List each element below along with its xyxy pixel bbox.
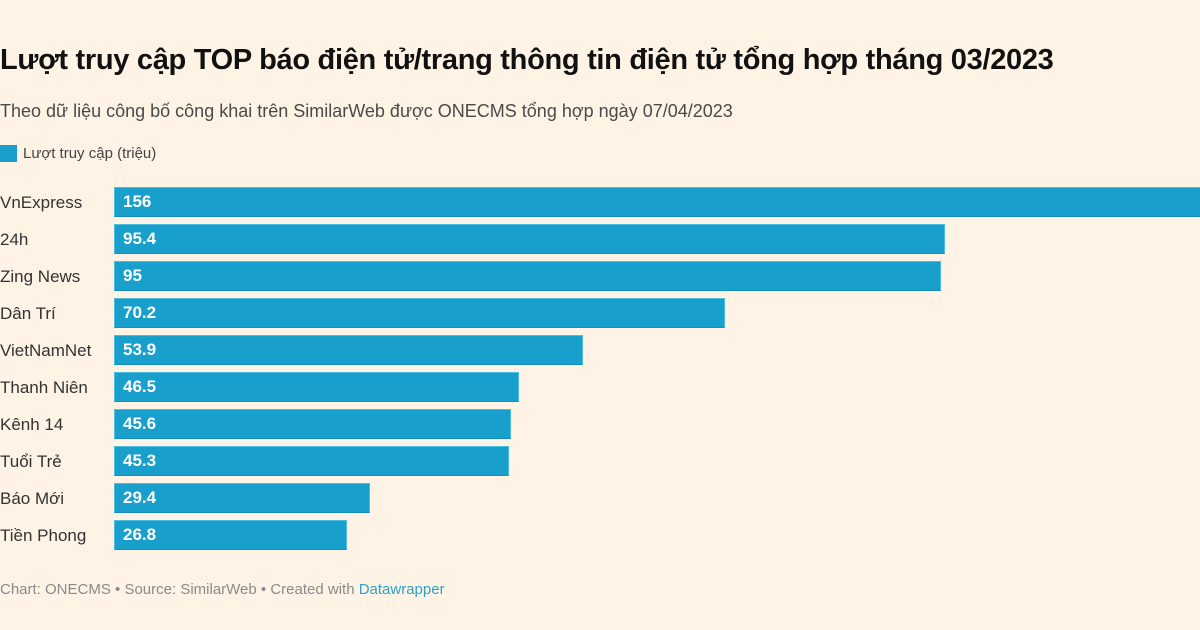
bar: 95 bbox=[114, 261, 942, 291]
chart-credit: Chart: ONECMS bbox=[0, 581, 111, 598]
datawrapper-link[interactable]: Datawrapper bbox=[358, 581, 445, 598]
bar-row: Tuổi Trẻ 45.3 bbox=[0, 446, 1200, 477]
separator: • bbox=[256, 581, 271, 598]
bar-value-label: 95 bbox=[123, 266, 142, 285]
bar-row: VietNamNet 53.9 bbox=[0, 335, 1200, 366]
bar: 45.3 bbox=[114, 446, 509, 476]
bar-category-label: Kênh 14 bbox=[0, 415, 64, 434]
bar-row: 24h 95.4 bbox=[0, 224, 1200, 255]
bar-value-label: 45.3 bbox=[123, 451, 157, 470]
bar-row: Kênh 14 45.6 bbox=[0, 409, 1200, 440]
bar-category-label: VnExpress bbox=[0, 193, 83, 212]
bar-category-label: Tuổi Trẻ bbox=[0, 452, 62, 471]
bar: 29.4 bbox=[114, 483, 371, 513]
bar-value-label: 45.6 bbox=[123, 414, 157, 433]
created-with-text: Created with bbox=[270, 581, 359, 598]
bar-category-label: 24h bbox=[0, 230, 29, 249]
legend: Lượt truy cập (triệu) bbox=[0, 145, 156, 162]
bar-row: Dân Trí 70.2 bbox=[0, 298, 1200, 329]
bar-value-label: 95.4 bbox=[123, 229, 157, 248]
bar: 70.2 bbox=[114, 298, 726, 328]
chart-footer: Chart: ONECMS • Source: SimilarWeb • Cre… bbox=[0, 581, 445, 598]
bar: 26.8 bbox=[114, 520, 348, 550]
bar-row: Thanh Niên 46.5 bbox=[0, 372, 1200, 403]
bar-category-label: VietNamNet bbox=[0, 341, 92, 360]
legend-label: Lượt truy cập (triệu) bbox=[23, 145, 157, 162]
separator: • bbox=[110, 581, 125, 598]
bar-row: Tiền Phong 26.8 bbox=[0, 520, 1200, 551]
bar-category-label: Báo Mới bbox=[0, 489, 65, 508]
bar-chart: VnExpress 156 24h 95.4 Zing News 95 Dân Trí 70.… bbox=[0, 187, 1200, 557]
bar-value-label: 46.5 bbox=[123, 377, 157, 396]
bar-row: VnExpress 156 bbox=[0, 187, 1200, 218]
bar: 95.4 bbox=[114, 224, 945, 254]
chart-subtitle: Theo dữ liệu công bố công khai trên Simi… bbox=[0, 101, 733, 121]
bar: 53.9 bbox=[114, 335, 584, 365]
bar: 156 bbox=[114, 187, 1200, 217]
chart-title: Lượt truy cập TOP báo điện tử/trang thôn… bbox=[0, 44, 1054, 76]
legend-swatch-icon bbox=[0, 145, 17, 162]
bar-value-label: 53.9 bbox=[123, 340, 157, 359]
bar-category-label: Dân Trí bbox=[0, 304, 56, 323]
bar-row: Báo Mới 29.4 bbox=[0, 483, 1200, 514]
source-credit: Source: SimilarWeb bbox=[124, 581, 257, 598]
bar-value-label: 26.8 bbox=[123, 525, 157, 544]
bar-value-label: 156 bbox=[123, 192, 152, 211]
bar: 46.5 bbox=[114, 372, 519, 402]
bar-value-label: 29.4 bbox=[123, 488, 157, 507]
bar: 45.6 bbox=[114, 409, 512, 439]
bar-row: Zing News 95 bbox=[0, 261, 1200, 292]
bar-category-label: Thanh Niên bbox=[0, 378, 88, 397]
bar-category-label: Tiền Phong bbox=[0, 526, 87, 545]
bar-category-label: Zing News bbox=[0, 267, 81, 286]
bar-value-label: 70.2 bbox=[123, 303, 157, 322]
